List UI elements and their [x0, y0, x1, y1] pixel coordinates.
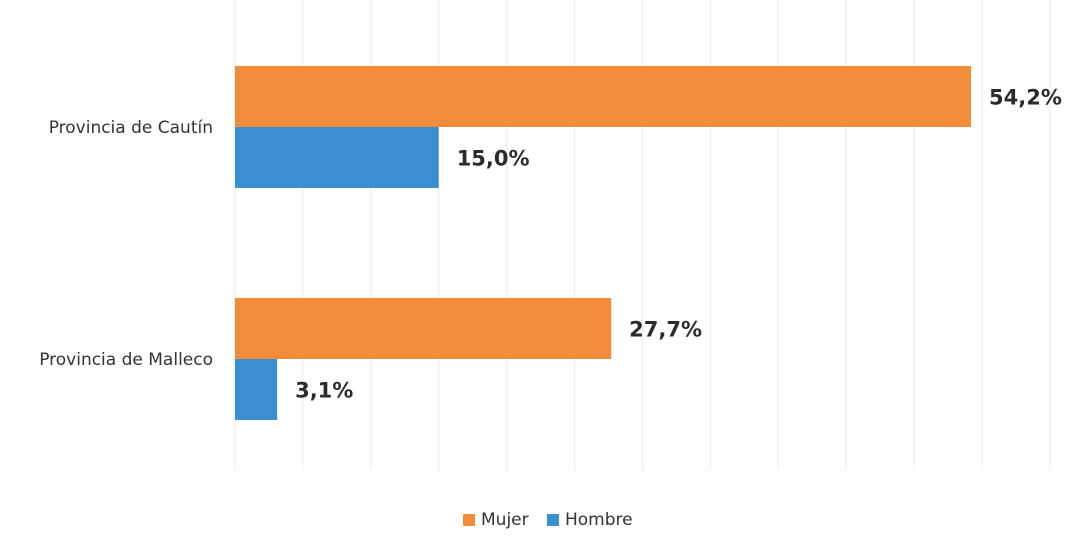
data-label: 3,1% [295, 379, 353, 403]
legend-label: Hombre [565, 510, 633, 530]
category-labels: Provincia de Cautín Provincia de Malleco [39, 118, 213, 370]
data-label: 54,2% [989, 86, 1062, 110]
bars [235, 66, 972, 420]
bar-mujer [235, 298, 612, 359]
legend: Mujer Hombre [463, 510, 633, 530]
legend-item-mujer: Mujer [463, 510, 529, 530]
bar-hombre [235, 127, 439, 188]
bar-mujer [235, 66, 972, 127]
data-labels: 54,2% 15,0% 27,7% 3,1% [295, 86, 1062, 403]
data-label: 15,0% [457, 147, 530, 171]
category-label: Provincia de Cautín [49, 118, 213, 138]
legend-item-hombre: Hombre [547, 510, 633, 530]
legend-label: Mujer [481, 510, 529, 530]
bar-hombre [235, 359, 278, 420]
legend-swatch [547, 514, 559, 526]
category-label: Provincia de Malleco [39, 350, 213, 370]
legend-swatch [463, 514, 475, 526]
data-label: 27,7% [629, 318, 702, 342]
